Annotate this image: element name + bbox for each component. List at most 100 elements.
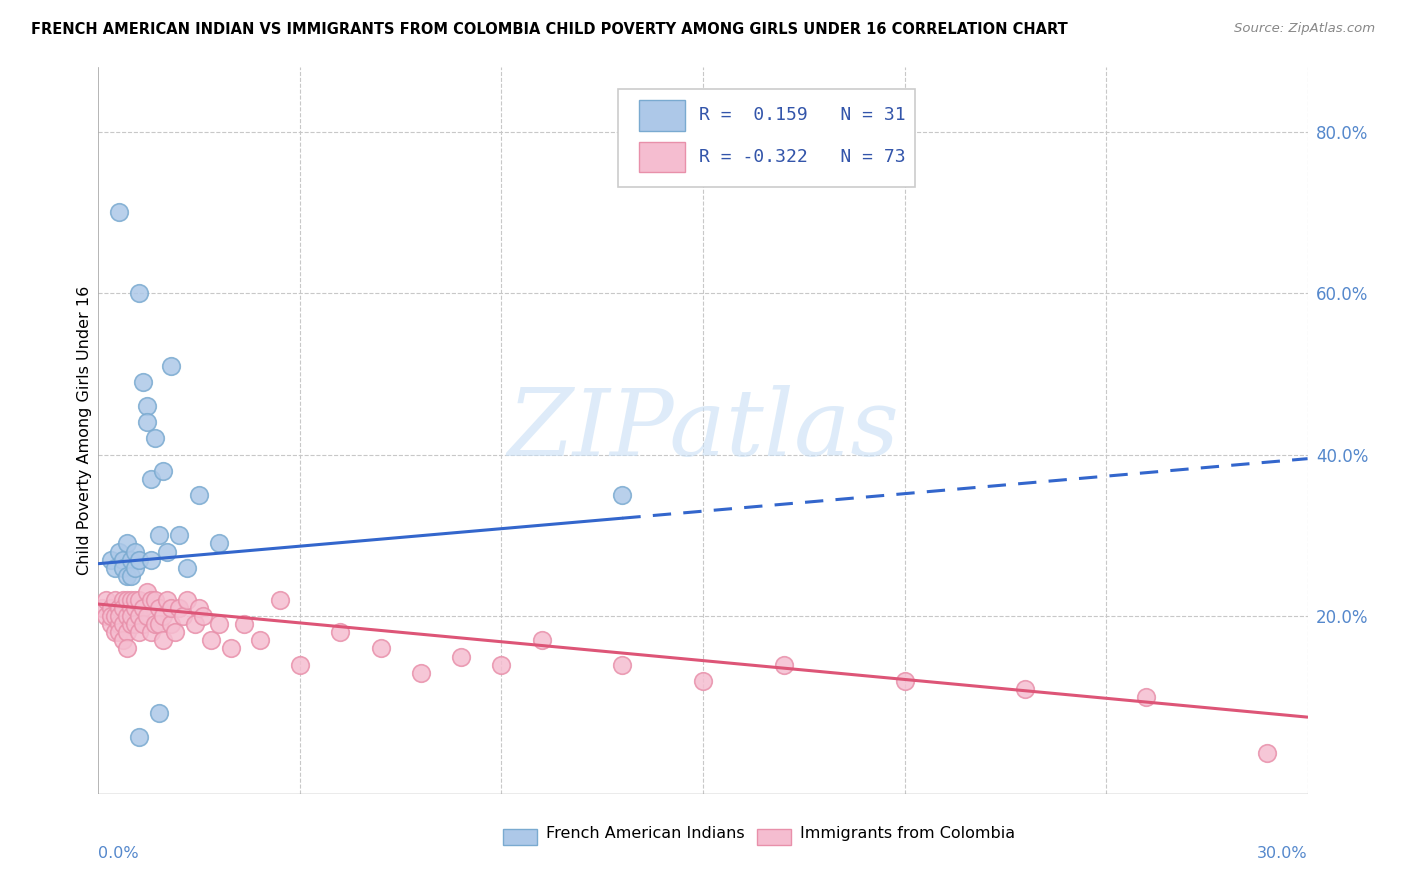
- Point: [188, 488, 211, 502]
- Point: [115, 609, 138, 624]
- Point: [103, 593, 125, 607]
- Point: [612, 488, 634, 502]
- Point: [288, 657, 311, 672]
- Point: [135, 399, 157, 413]
- Point: [208, 617, 231, 632]
- Point: [1014, 681, 1036, 696]
- FancyBboxPatch shape: [758, 829, 792, 845]
- Point: [100, 552, 122, 566]
- Point: [111, 617, 134, 632]
- Point: [1135, 690, 1157, 704]
- Text: 30.0%: 30.0%: [1257, 847, 1308, 862]
- Point: [124, 593, 146, 607]
- Point: [107, 625, 129, 640]
- Point: [172, 609, 194, 624]
- Point: [115, 569, 138, 583]
- Point: [409, 665, 432, 680]
- Point: [139, 625, 162, 640]
- Point: [1256, 747, 1278, 761]
- Text: 0.0%: 0.0%: [98, 847, 139, 862]
- Point: [124, 617, 146, 632]
- Point: [221, 641, 243, 656]
- Point: [115, 536, 138, 550]
- Point: [120, 601, 142, 615]
- Point: [188, 601, 211, 615]
- Point: [107, 544, 129, 558]
- Text: R =  0.159   N = 31: R = 0.159 N = 31: [699, 106, 905, 124]
- Point: [160, 359, 183, 373]
- Point: [103, 625, 125, 640]
- Text: FRENCH AMERICAN INDIAN VS IMMIGRANTS FROM COLOMBIA CHILD POVERTY AMONG GIRLS UND: FRENCH AMERICAN INDIAN VS IMMIGRANTS FRO…: [31, 22, 1067, 37]
- Point: [124, 601, 146, 615]
- Point: [111, 593, 134, 607]
- FancyBboxPatch shape: [638, 142, 685, 172]
- Point: [107, 205, 129, 219]
- Point: [152, 609, 174, 624]
- Point: [128, 593, 150, 607]
- Point: [893, 673, 915, 688]
- Point: [176, 560, 198, 574]
- Point: [100, 609, 122, 624]
- Text: ZIPatlas: ZIPatlas: [508, 385, 898, 475]
- Point: [139, 593, 162, 607]
- Point: [143, 432, 166, 446]
- FancyBboxPatch shape: [503, 829, 537, 845]
- Text: R = -0.322   N = 73: R = -0.322 N = 73: [699, 148, 905, 166]
- Point: [163, 625, 186, 640]
- Point: [91, 601, 114, 615]
- Point: [491, 657, 513, 672]
- Point: [193, 609, 215, 624]
- Point: [135, 609, 157, 624]
- Point: [111, 552, 134, 566]
- Point: [124, 560, 146, 574]
- Point: [103, 609, 125, 624]
- Point: [115, 641, 138, 656]
- Point: [128, 625, 150, 640]
- Point: [120, 617, 142, 632]
- Point: [156, 544, 179, 558]
- Point: [208, 536, 231, 550]
- Text: Immigrants from Colombia: Immigrants from Colombia: [800, 826, 1015, 841]
- Point: [132, 375, 155, 389]
- Point: [132, 601, 155, 615]
- Point: [370, 641, 392, 656]
- Point: [612, 657, 634, 672]
- Point: [100, 601, 122, 615]
- Point: [450, 649, 472, 664]
- Point: [139, 472, 162, 486]
- Point: [115, 625, 138, 640]
- Point: [152, 464, 174, 478]
- Point: [132, 617, 155, 632]
- Point: [120, 593, 142, 607]
- Point: [111, 601, 134, 615]
- Point: [156, 593, 179, 607]
- Point: [143, 617, 166, 632]
- Point: [107, 601, 129, 615]
- Point: [128, 609, 150, 624]
- Point: [530, 633, 553, 648]
- Point: [176, 593, 198, 607]
- Point: [107, 609, 129, 624]
- Point: [139, 552, 162, 566]
- Point: [269, 593, 291, 607]
- Point: [96, 593, 118, 607]
- FancyBboxPatch shape: [638, 100, 685, 130]
- Point: [124, 544, 146, 558]
- Point: [249, 633, 271, 648]
- Point: [128, 731, 150, 745]
- Point: [135, 585, 157, 599]
- Point: [329, 625, 352, 640]
- Point: [184, 617, 207, 632]
- Point: [107, 617, 129, 632]
- Point: [148, 601, 170, 615]
- Point: [148, 528, 170, 542]
- Point: [167, 528, 190, 542]
- Y-axis label: Child Poverty Among Girls Under 16: Child Poverty Among Girls Under 16: [77, 285, 91, 575]
- Point: [120, 609, 142, 624]
- FancyBboxPatch shape: [619, 88, 915, 186]
- Point: [148, 706, 170, 720]
- Point: [96, 609, 118, 624]
- Point: [692, 673, 714, 688]
- Point: [148, 617, 170, 632]
- Point: [200, 633, 222, 648]
